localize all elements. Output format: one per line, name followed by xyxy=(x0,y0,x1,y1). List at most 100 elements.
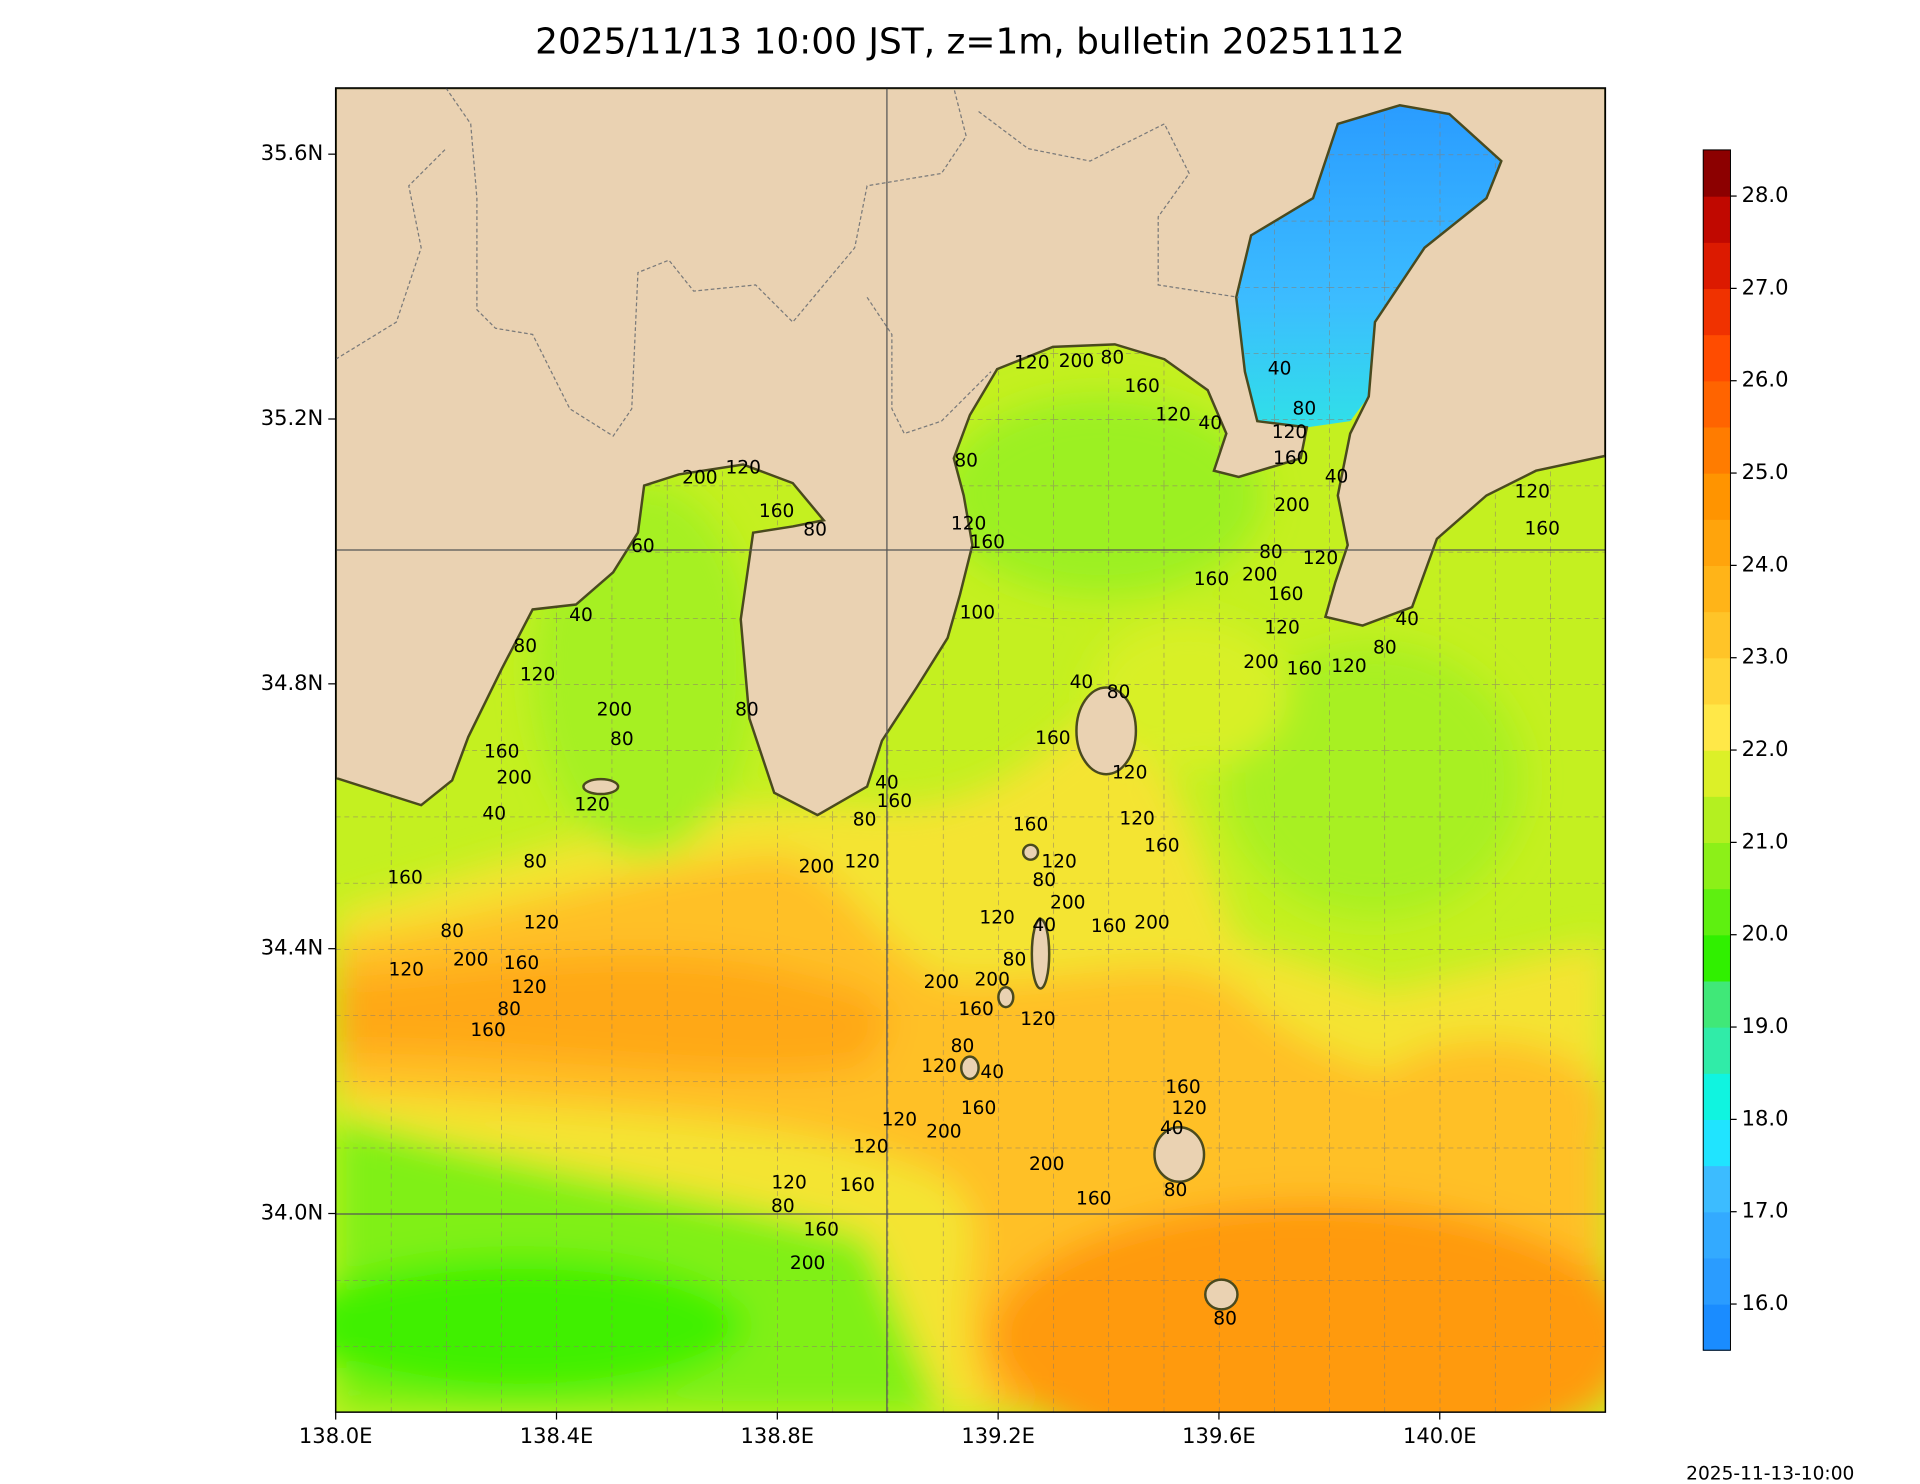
colorbar-segment xyxy=(1703,611,1731,659)
colorbar-segment xyxy=(1703,1304,1731,1351)
colorbar-segment xyxy=(1703,380,1731,428)
contour-label: 80 xyxy=(1101,348,1125,369)
contour-label: 40 xyxy=(569,605,593,626)
colorbar-segment xyxy=(1703,657,1731,705)
contour-label: 200 xyxy=(799,857,834,878)
contour-label: 40 xyxy=(1070,672,1094,693)
contour-label: 80 xyxy=(497,999,521,1020)
contour-label: 80 xyxy=(735,699,759,720)
island xyxy=(1030,917,1051,990)
contour-label: 200 xyxy=(1243,652,1278,673)
contour-label: 200 xyxy=(1059,351,1094,372)
contour-label: 160 xyxy=(1524,518,1559,539)
contour-label: 160 xyxy=(1144,836,1179,857)
contour-label: 80 xyxy=(1293,398,1317,419)
contour-label: 160 xyxy=(958,999,993,1020)
contour-label: 80 xyxy=(771,1196,795,1217)
island xyxy=(997,986,1015,1009)
contour-label: 200 xyxy=(682,468,717,489)
colorbar-frame xyxy=(1702,149,1731,1351)
contour-label: 160 xyxy=(1287,658,1322,679)
colorbar-tick-label: 24.0 xyxy=(1742,551,1789,576)
contour-label: 120 xyxy=(1303,548,1338,569)
colorbar-segment xyxy=(1703,1119,1731,1167)
x-tick-label: 139.2E xyxy=(961,1423,1035,1448)
contour-label: 200 xyxy=(496,767,531,788)
island xyxy=(1021,843,1040,861)
contour-label: 200 xyxy=(790,1253,825,1274)
colorbar-tick-label: 26.0 xyxy=(1742,367,1789,392)
contour-label: 40 xyxy=(482,803,506,824)
contour-label: 120 xyxy=(389,959,424,980)
contour-label: 120 xyxy=(725,458,760,479)
contour-label: 160 xyxy=(484,741,519,762)
contour-label: 120 xyxy=(524,912,559,933)
contour-label: 80 xyxy=(523,852,547,873)
contour-label: 160 xyxy=(1165,1077,1200,1098)
contour-label: 160 xyxy=(804,1220,839,1241)
y-tick-label: 34.8N xyxy=(261,670,324,695)
contour-label: 40 xyxy=(1198,413,1222,434)
y-tick-label: 34.0N xyxy=(261,1200,324,1225)
contour-label: 120 xyxy=(1155,404,1190,425)
contour-label: 160 xyxy=(1076,1189,1111,1210)
contour-label: 200 xyxy=(1029,1154,1064,1175)
colorbar-segment xyxy=(1703,149,1731,197)
contour-label: 80 xyxy=(440,921,464,942)
colorbar-tick-label: 16.0 xyxy=(1742,1290,1789,1315)
y-tick-label: 35.2N xyxy=(261,405,324,430)
colorbar-tick-label: 22.0 xyxy=(1742,736,1789,761)
title: 2025/11/13 10:00 JST, z=1m, bulletin 202… xyxy=(535,21,1405,62)
islands xyxy=(582,686,1239,1311)
contour-label: 200 xyxy=(974,969,1009,990)
contour-label: 120 xyxy=(1272,422,1307,443)
contour-label: 120 xyxy=(1515,481,1550,502)
contour-label: 200 xyxy=(1274,495,1309,516)
contour-label: 120 xyxy=(520,665,555,686)
boundary xyxy=(866,296,992,435)
contour-label: 40 xyxy=(1032,915,1056,936)
contour-label: 120 xyxy=(951,513,986,534)
colorbar-segment xyxy=(1703,426,1731,474)
colorbar-segment xyxy=(1703,934,1731,982)
colorbar-segment xyxy=(1703,473,1731,520)
x-tick-label: 138.0E xyxy=(299,1423,373,1448)
colorbar-segment xyxy=(1703,842,1731,890)
contour-label: 200 xyxy=(1134,912,1169,933)
x-tick-label: 138.8E xyxy=(741,1423,815,1448)
colorbar-tick-label: 28.0 xyxy=(1742,182,1789,207)
contour-label: 160 xyxy=(1124,376,1159,397)
contour-label: 40 xyxy=(1268,359,1292,380)
colorbar-segment xyxy=(1703,288,1731,336)
colorbar-tick-label: 25.0 xyxy=(1742,459,1789,484)
contour-label: 80 xyxy=(1032,870,1056,891)
colorbar-tick-label: 19.0 xyxy=(1742,1013,1789,1038)
contour-label: 120 xyxy=(771,1172,806,1193)
contour-label: 80 xyxy=(951,1036,975,1057)
contour-label: 160 xyxy=(1013,814,1048,835)
contour-label: 160 xyxy=(877,791,912,812)
boundary xyxy=(335,148,447,360)
colorbar-segment xyxy=(1703,750,1731,797)
contour-label: 80 xyxy=(803,520,827,541)
contour-label: 120 xyxy=(1119,808,1154,829)
contour-label: 200 xyxy=(924,972,959,993)
colorbar-segment xyxy=(1703,1257,1731,1305)
colorbar-segment xyxy=(1703,1211,1731,1259)
contour-label: 120 xyxy=(853,1137,888,1158)
x-tick-label: 139.6E xyxy=(1182,1423,1256,1448)
contour-label: 120 xyxy=(1331,656,1366,677)
contour-label: 80 xyxy=(610,729,634,750)
colorbar-tick-label: 18.0 xyxy=(1742,1105,1789,1130)
contour-label: 160 xyxy=(387,868,422,889)
contour-label: 200 xyxy=(926,1122,961,1143)
contour-label: 80 xyxy=(853,810,877,831)
contour-label: 120 xyxy=(1041,852,1076,873)
contour-label: 120 xyxy=(1171,1098,1206,1119)
contour-label: 40 xyxy=(1325,466,1349,487)
island xyxy=(960,1055,980,1081)
contour-label: 160 xyxy=(1268,584,1303,605)
land xyxy=(335,87,1606,817)
